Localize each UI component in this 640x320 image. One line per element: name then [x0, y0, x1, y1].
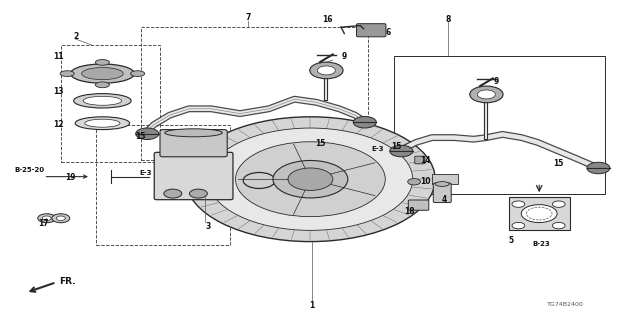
Text: E-3: E-3	[140, 170, 152, 176]
Circle shape	[189, 189, 207, 198]
Text: 5: 5	[508, 236, 513, 245]
Circle shape	[317, 66, 335, 75]
Text: 18: 18	[404, 207, 415, 216]
Text: 8: 8	[445, 15, 451, 24]
Text: 6: 6	[386, 28, 391, 36]
Circle shape	[587, 162, 610, 174]
FancyBboxPatch shape	[432, 174, 458, 184]
Text: 16: 16	[323, 15, 333, 24]
Ellipse shape	[74, 93, 131, 108]
Circle shape	[552, 222, 565, 229]
Circle shape	[38, 214, 56, 223]
Text: 13: 13	[54, 87, 64, 96]
Ellipse shape	[76, 117, 130, 130]
Circle shape	[512, 201, 525, 207]
Text: 15: 15	[315, 139, 325, 148]
Text: 19: 19	[65, 173, 76, 182]
Circle shape	[512, 222, 525, 229]
FancyBboxPatch shape	[433, 183, 451, 203]
Ellipse shape	[131, 71, 145, 76]
Text: FR.: FR.	[59, 277, 76, 286]
Circle shape	[477, 90, 495, 99]
Text: TG74B2400: TG74B2400	[547, 302, 584, 307]
FancyBboxPatch shape	[356, 24, 386, 37]
Circle shape	[208, 128, 413, 230]
Bar	[509, 197, 570, 230]
Text: B-23: B-23	[532, 241, 550, 247]
Circle shape	[186, 117, 435, 242]
Ellipse shape	[83, 96, 122, 105]
Circle shape	[273, 161, 348, 198]
Circle shape	[236, 142, 385, 217]
Circle shape	[136, 128, 159, 140]
FancyBboxPatch shape	[154, 152, 233, 200]
Ellipse shape	[60, 71, 74, 76]
Ellipse shape	[165, 129, 223, 137]
Ellipse shape	[70, 64, 134, 83]
Text: 15: 15	[136, 132, 146, 140]
Circle shape	[470, 86, 503, 103]
FancyBboxPatch shape	[160, 130, 227, 157]
Ellipse shape	[95, 60, 109, 65]
Ellipse shape	[82, 68, 123, 80]
Text: E-3: E-3	[371, 146, 384, 152]
Bar	[141, 27, 368, 160]
Circle shape	[56, 216, 65, 220]
Text: B-25-20: B-25-20	[14, 167, 44, 173]
Circle shape	[552, 201, 565, 207]
Text: 1: 1	[309, 301, 314, 310]
Text: 17: 17	[38, 220, 49, 228]
Text: 9: 9	[342, 52, 347, 61]
Circle shape	[288, 168, 333, 190]
Text: 9: 9	[493, 77, 499, 86]
Text: 4: 4	[442, 195, 447, 204]
Text: 10: 10	[420, 177, 430, 186]
Text: 15: 15	[553, 159, 563, 168]
Circle shape	[52, 214, 70, 223]
Circle shape	[390, 145, 413, 157]
Circle shape	[408, 179, 420, 185]
Bar	[61, 45, 160, 162]
Text: 3: 3	[205, 222, 211, 231]
Ellipse shape	[95, 82, 109, 88]
Text: 12: 12	[54, 120, 64, 129]
Text: 2: 2	[73, 32, 78, 41]
Text: 15: 15	[392, 142, 402, 151]
Circle shape	[42, 216, 51, 220]
FancyBboxPatch shape	[415, 156, 425, 164]
Circle shape	[522, 205, 557, 223]
FancyBboxPatch shape	[408, 200, 429, 210]
Text: 11: 11	[54, 52, 64, 61]
Text: 14: 14	[420, 156, 430, 164]
Circle shape	[164, 189, 182, 198]
Text: 7: 7	[246, 13, 251, 22]
Bar	[394, 56, 605, 194]
Bar	[96, 125, 230, 245]
Circle shape	[353, 116, 376, 128]
Ellipse shape	[435, 182, 449, 186]
Circle shape	[310, 62, 343, 79]
Ellipse shape	[85, 119, 120, 127]
